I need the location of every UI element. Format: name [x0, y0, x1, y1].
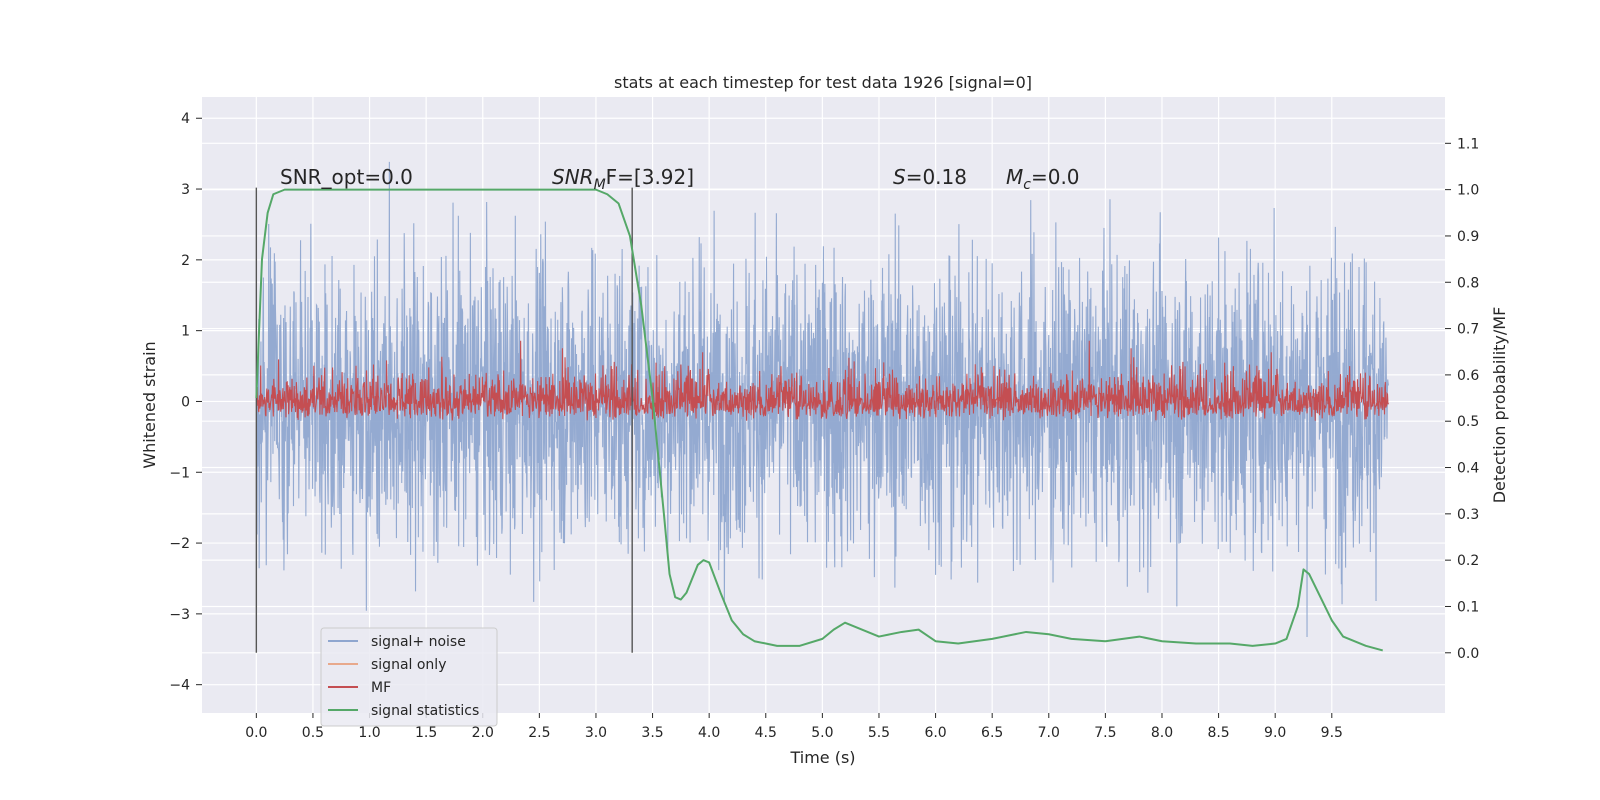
x-axis-label: Time (s): [789, 748, 855, 767]
annotation-mc-sub: c: [1023, 177, 1031, 193]
mf-line: [255, 340, 1389, 421]
series-signal-statistics: [255, 188, 1384, 652]
y-left-tick-label-7: 3: [181, 182, 190, 198]
signal-statistics-line: [255, 188, 1384, 652]
x-tick-label-14: 7.0: [1038, 725, 1060, 741]
y-left-tick-label-2: −2: [169, 536, 190, 552]
x-tick-label-3: 1.5: [415, 725, 437, 741]
y-left-tick-label-3: −1: [169, 465, 190, 481]
x-tick-label-4: 2.0: [472, 725, 494, 741]
annotation-snr-mf-base: SNR: [552, 165, 594, 189]
x-tick-label-0: 0.0: [245, 725, 267, 741]
y-right-tick-label-2: 0.2: [1457, 553, 1479, 569]
y-right-tick-label-11: 1.1: [1457, 136, 1479, 152]
annotation-mc-rest: =0.0: [1031, 165, 1080, 189]
x-tick-label-18: 9.0: [1264, 725, 1286, 741]
legend-box: [320, 627, 498, 727]
x-tick-label-13: 6.5: [981, 725, 1003, 741]
x-tick-label-8: 4.0: [698, 725, 720, 741]
y-right-tick-label-8: 0.8: [1457, 275, 1479, 291]
x-tick-label-15: 7.5: [1094, 725, 1116, 741]
annotation-snr-opt: SNR_opt=0.0: [280, 165, 413, 189]
y-axis-right-label: Detection probability/MF: [1490, 307, 1509, 504]
x-tick-label-16: 8.0: [1151, 725, 1173, 741]
legend-label-signal-only: signal only: [371, 657, 446, 673]
y-left-tick-label-5: 1: [181, 324, 190, 340]
annotation-s: S=0.18: [893, 165, 967, 189]
annotation-snr-mf-sub: M: [594, 177, 606, 193]
y-left-tick-label-6: 2: [181, 253, 190, 269]
y-right-tick-label-6: 0.6: [1457, 368, 1479, 384]
y-left-tick-label-8: 4: [181, 111, 190, 127]
y-right-tick-label-10: 1.0: [1457, 183, 1479, 199]
y-left-tick-label-1: −3: [169, 607, 190, 623]
y-axis-left-label: Whitened strain: [140, 341, 159, 468]
legend-label-mf: MF: [371, 680, 391, 696]
y-right-tick-label-9: 0.9: [1457, 229, 1479, 245]
annotation-s-italic: S: [893, 165, 906, 189]
x-tick-label-9: 4.5: [755, 725, 777, 741]
x-tick-label-2: 1.0: [358, 725, 380, 741]
x-tick-label-5: 2.5: [528, 725, 550, 741]
x-tick-label-6: 3.0: [585, 725, 607, 741]
x-tick-label-12: 6.0: [924, 725, 946, 741]
annotation-s-rest: =0.18: [906, 165, 967, 189]
annotation-snr-mf: SNRMF=[3.92]: [552, 165, 694, 193]
y-right-tick-label-4: 0.4: [1457, 461, 1479, 477]
chart-title: stats at each timestep for test data 192…: [614, 73, 1032, 92]
x-tick-label-1: 0.5: [302, 725, 324, 741]
x-tick-label-7: 3.5: [641, 725, 663, 741]
series-mf: [255, 340, 1389, 421]
annotation-mc-base: M: [1006, 165, 1023, 189]
y-right-tick-label-7: 0.7: [1457, 322, 1479, 338]
y-right-tick-label-5: 0.5: [1457, 414, 1479, 430]
x-tick-label-17: 8.5: [1207, 725, 1229, 741]
x-tick-label-19: 9.5: [1321, 725, 1343, 741]
x-tick-label-11: 5.5: [868, 725, 890, 741]
annotation-mc: Mc=0.0: [1006, 165, 1080, 193]
y-right-tick-label-1: 0.1: [1457, 599, 1479, 615]
annotation-snr-mf-rest: F=[3.92]: [606, 165, 694, 189]
y-left-tick-label-0: −4: [169, 678, 190, 694]
vertical-markers: [255, 187, 633, 653]
legend-label-signal-noise: signal+ noise: [371, 634, 466, 650]
x-tick-label-10: 5.0: [811, 725, 833, 741]
y-axis-left-ticks: −4 −3 −2 −1 0 1 2 3 4: [169, 111, 202, 694]
legend: signal+ noise signal only MF signal stat…: [320, 627, 498, 727]
x-axis-ticks: 0.0 0.5 1.0 1.5 2.0 2.5 3.0 3.5 4.0 4.5 5.0 5.5 6.0 6…: [245, 713, 1343, 741]
legend-label-signal-statistics: signal statistics: [371, 703, 479, 719]
y-right-tick-label-0: 0.0: [1457, 646, 1479, 662]
y-right-tick-label-3: 0.3: [1457, 507, 1479, 523]
y-left-tick-label-4: 0: [181, 394, 190, 410]
y-axis-right-ticks: 0.0 0.1 0.2 0.3 0.4 0.5 0.6 0.7 0.8 0.9 1.0 1.1: [1445, 136, 1479, 662]
